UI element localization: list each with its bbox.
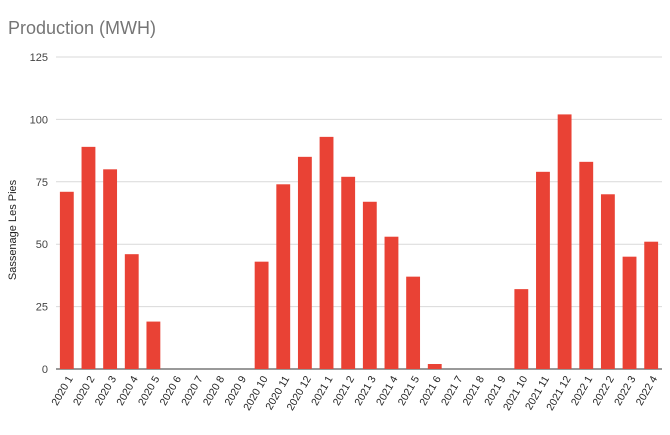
- y-tick-label: 0: [42, 364, 48, 376]
- bar: [622, 256, 637, 369]
- bars: [59, 114, 659, 370]
- bar: [297, 156, 312, 369]
- y-axis-label: Sassenage Les Pies: [7, 179, 19, 280]
- bar: [124, 254, 139, 369]
- bar: [319, 136, 334, 369]
- bar: [536, 171, 550, 369]
- bar: [59, 191, 74, 369]
- bar: [384, 236, 399, 369]
- chart-title: Production (MWH): [8, 18, 157, 38]
- bar: [644, 241, 659, 369]
- bar: [146, 321, 161, 369]
- bar: [276, 184, 291, 369]
- y-tick-label: 75: [36, 177, 48, 189]
- y-tick-labels: 0 25 50 75 100 125: [30, 52, 48, 376]
- bar: [514, 289, 529, 369]
- x-tick-label: 2022 4: [634, 374, 661, 408]
- bar: [103, 169, 118, 369]
- bar: [600, 194, 615, 369]
- y-tick-label: 50: [36, 239, 48, 251]
- bar: [254, 261, 269, 369]
- bar: [362, 201, 377, 369]
- y-tick-label: 125: [30, 52, 48, 64]
- bar: [81, 146, 96, 369]
- bar: [557, 114, 572, 370]
- bar: [406, 276, 421, 369]
- bar: [579, 161, 594, 369]
- y-tick-label: 25: [36, 302, 48, 314]
- bar: [341, 176, 356, 369]
- bar: [427, 364, 442, 369]
- y-tick-label: 100: [30, 114, 48, 126]
